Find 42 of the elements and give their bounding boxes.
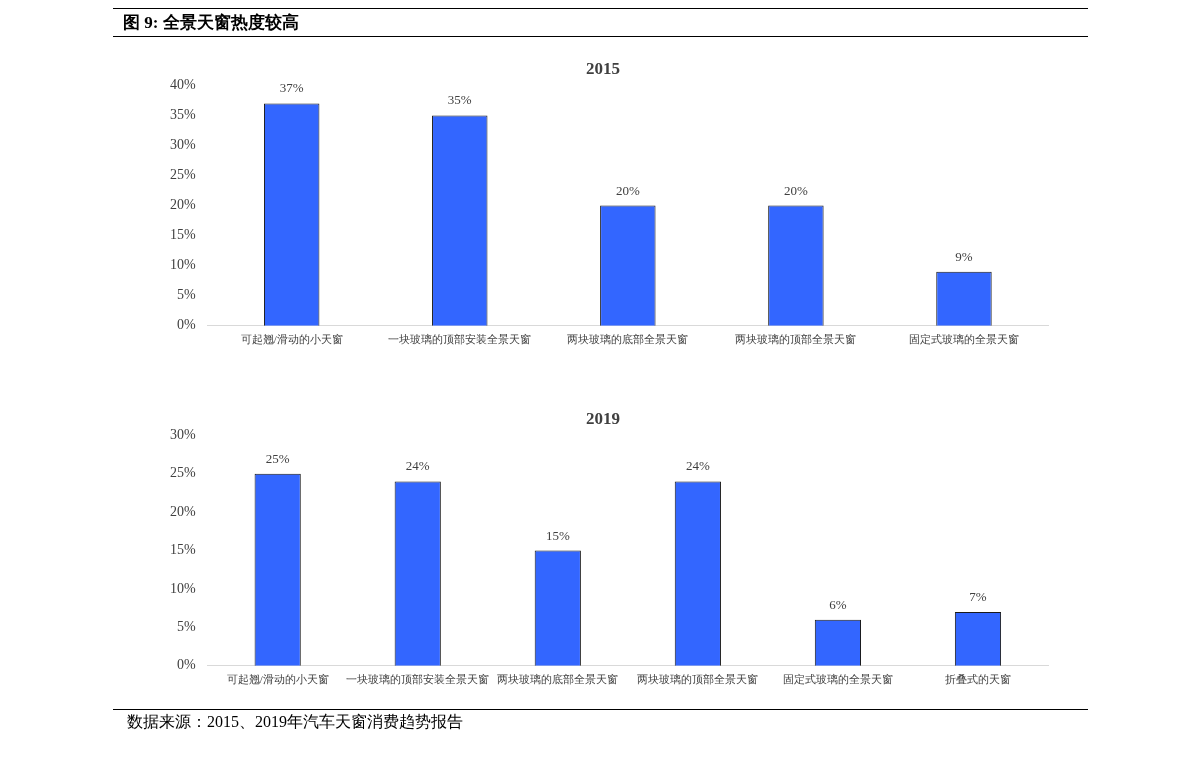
x-tick-label: 固定式玻璃的全景天窗: [908, 333, 1019, 346]
y-tick-label: 30%: [169, 137, 196, 153]
y-tick-label: 10%: [169, 257, 196, 273]
x-tick-label: 折叠式的天窗: [944, 673, 1011, 686]
y-tick-label: 25%: [169, 465, 196, 481]
y-tick-label: 15%: [169, 227, 196, 243]
y-tick-label: 0%: [176, 317, 196, 333]
y-tick-label: 20%: [169, 503, 196, 519]
data-label: 24%: [405, 458, 430, 474]
data-label: 9%: [955, 248, 973, 264]
y-tick-label: 30%: [169, 427, 196, 443]
y-tick-label: 15%: [169, 542, 196, 558]
y-tick-label: 35%: [169, 107, 196, 123]
data-label: 20%: [783, 182, 808, 198]
y-tick-label: 25%: [169, 167, 196, 183]
x-tick-label: 一块玻璃的顶部安装全景天窗: [346, 673, 490, 686]
y-tick-label: 5%: [176, 287, 196, 303]
y-tick-label: 0%: [176, 657, 196, 673]
data-label: 37%: [279, 80, 304, 96]
x-tick-label: 两块玻璃的顶部全景天窗: [735, 333, 857, 346]
x-tick-label: 一块玻璃的顶部安装全景天窗: [388, 333, 532, 346]
y-tick-label: 5%: [176, 619, 196, 635]
x-tick-label: 两块玻璃的底部全景天窗: [567, 333, 689, 346]
data-label: 35%: [447, 92, 472, 108]
x-tick-label: 固定式玻璃的全景天窗: [782, 673, 893, 686]
chart-title: 2015: [586, 58, 620, 78]
y-tick-label: 10%: [169, 580, 196, 596]
source-note: 数据来源：2015、2019年汽车天窗消费趋势报告: [113, 709, 1088, 735]
y-tick-label: 40%: [169, 77, 196, 93]
chart-title: 2019: [586, 408, 620, 428]
x-tick-label: 两块玻璃的顶部全景天窗: [637, 673, 759, 686]
data-label: 6%: [829, 596, 847, 612]
caption: 图 9: 全景天窗热度较高: [113, 8, 1088, 37]
data-label: 25%: [265, 450, 290, 466]
x-tick-label: 两块玻璃的底部全景天窗: [497, 673, 619, 686]
data-label: 20%: [615, 182, 640, 198]
data-label: 24%: [685, 458, 710, 474]
data-label: 15%: [545, 527, 570, 543]
x-tick-label: 可起翘/滑动的小天窗: [240, 333, 343, 346]
x-tick-label: 可起翘/滑动的小天窗: [226, 673, 329, 686]
y-tick-label: 20%: [169, 197, 196, 213]
data-label: 7%: [969, 588, 987, 604]
